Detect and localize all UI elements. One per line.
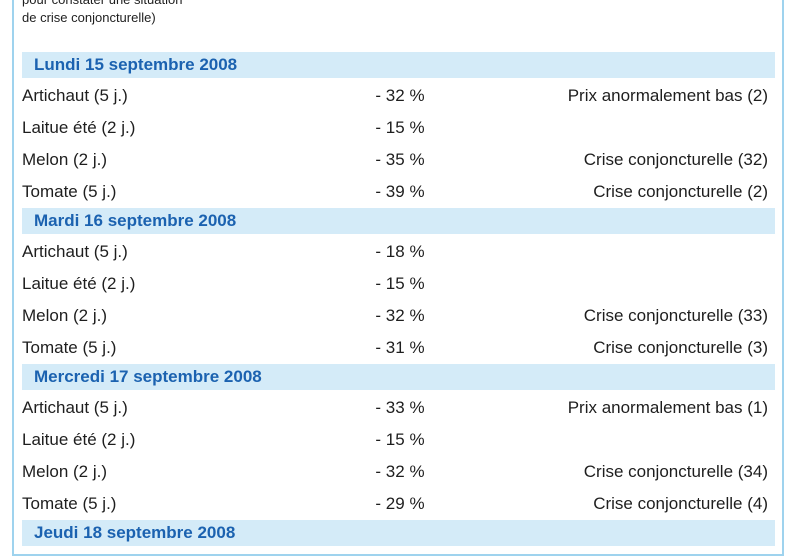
change: - 35 %: [375, 150, 425, 169]
product: Tomate (5 j.): [22, 338, 117, 357]
product: Laitue été (2 j.): [22, 274, 136, 293]
product: Tomate (5 j.): [22, 182, 117, 201]
section-header: Lundi 15 septembre 2008: [22, 52, 775, 78]
intro-line: pour constater une situation: [22, 0, 182, 7]
change: - 32 %: [375, 86, 425, 105]
section-header: Mercredi 17 septembre 2008: [22, 364, 775, 390]
section-header: Mardi 16 septembre 2008: [22, 208, 775, 234]
change: - 32 %: [375, 306, 425, 325]
change: - 39 %: [375, 182, 425, 201]
status: Crise conjoncturelle (2): [593, 182, 768, 201]
change: - 18 %: [375, 242, 425, 261]
change: - 15 %: [375, 430, 425, 449]
status: Prix anormalement bas (2): [567, 86, 768, 105]
product: Melon (2 j.): [22, 462, 108, 481]
intro-line: de crise conjoncturelle): [22, 10, 156, 25]
product: Tomate (5 j.): [22, 494, 117, 513]
change: - 33 %: [375, 398, 425, 417]
status: Prix anormalement bas (1): [567, 398, 768, 417]
status: Crise conjoncturelle (4): [593, 494, 768, 513]
status: Crise conjoncturelle (32): [583, 150, 768, 169]
change: - 15 %: [375, 118, 425, 137]
product: Artichaut (5 j.): [22, 86, 128, 105]
status: Crise conjoncturelle (33): [583, 306, 768, 325]
product: Melon (2 j.): [22, 306, 108, 325]
product: Laitue été (2 j.): [22, 430, 136, 449]
change: - 31 %: [375, 338, 425, 357]
change: - 32 %: [375, 462, 425, 481]
status: Crise conjoncturelle (3): [593, 338, 768, 357]
product: Artichaut (5 j.): [22, 242, 128, 261]
product: Melon (2 j.): [22, 150, 108, 169]
change: - 15 %: [375, 274, 425, 293]
product: Artichaut (5 j.): [22, 398, 128, 417]
status: Crise conjoncturelle (34): [583, 462, 768, 481]
section-header: Jeudi 18 septembre 2008: [22, 520, 775, 546]
change: - 29 %: [375, 494, 425, 513]
product: Laitue été (2 j.): [22, 118, 136, 137]
